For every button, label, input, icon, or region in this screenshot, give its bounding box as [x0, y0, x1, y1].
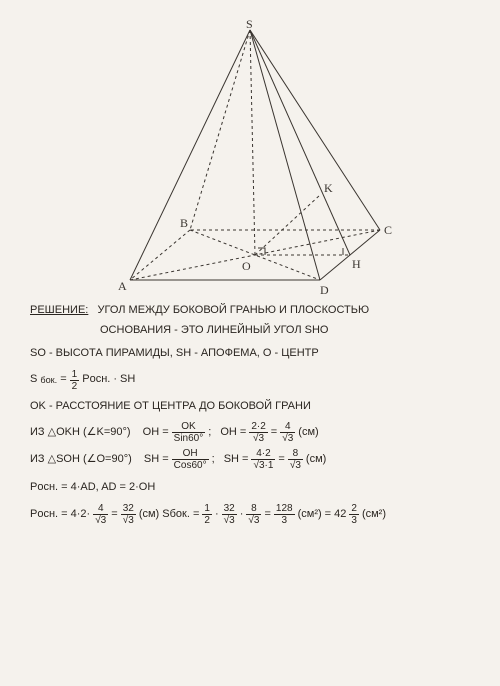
vertex-a: A: [118, 279, 127, 293]
frac-half: 1 2: [70, 369, 80, 392]
line5a: ИЗ △OKH (∠K=90°): [30, 424, 131, 442]
solution-title: РЕШЕНИЕ:: [30, 304, 88, 316]
vertex-c: C: [384, 223, 392, 237]
line7a: Pосн. = 4·AD, AD = 2·OH: [30, 479, 470, 497]
line2: SO - ВЫСОТА ПИРАМИДЫ, SH - АПОФЕМА, O - …: [30, 345, 470, 363]
vertex-b: B: [180, 216, 188, 230]
vertex-s: S: [246, 20, 253, 31]
sbok-label: S: [30, 371, 37, 389]
vertex-o: O: [242, 259, 251, 273]
vertex-h: H: [352, 257, 361, 271]
pyramid-diagram: S A B C D O H K: [30, 20, 470, 300]
line1b: ОСНОВАНИЯ - ЭТО ЛИНЕЙНЫЙ УГОЛ SHO: [100, 324, 328, 336]
vertex-d: D: [320, 283, 329, 297]
line6a: ИЗ △SOH (∠O=90°): [30, 451, 132, 469]
page: S A B C D O H K РЕШЕНИЕ: УГОЛ МЕЖДУ БОКО…: [0, 0, 500, 686]
vertex-k: K: [324, 181, 333, 195]
line4: OK - РАССТОЯНИЕ ОТ ЦЕНТРА ДО БОКОВОЙ ГРА…: [30, 398, 470, 416]
solution-text: РЕШЕНИЕ: УГОЛ МЕЖДУ БОКОВОЙ ГРАНЬЮ И ПЛО…: [30, 302, 470, 528]
line1a: УГОЛ МЕЖДУ БОКОВОЙ ГРАНЬЮ И ПЛОСКОСТЬЮ: [98, 304, 370, 316]
